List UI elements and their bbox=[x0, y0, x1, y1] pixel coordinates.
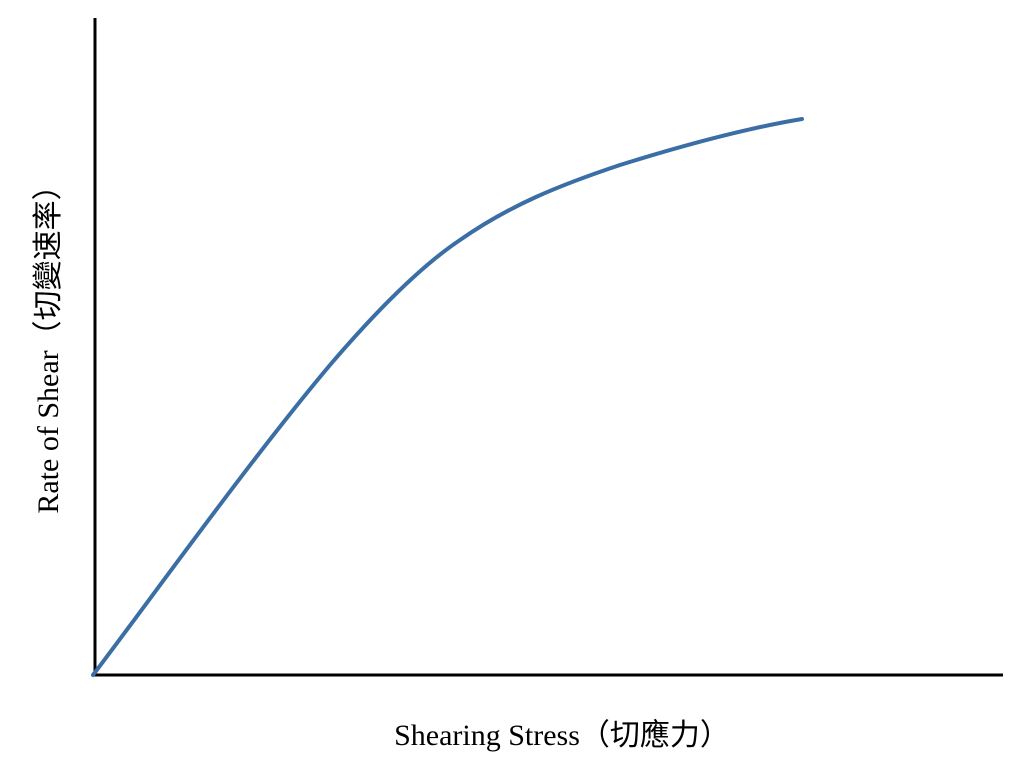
x-axis-label: Shearing Stress（切應力） bbox=[394, 719, 730, 752]
y-axis-label: Rate of Shear（切變速率） bbox=[32, 170, 65, 513]
curve bbox=[91, 117, 804, 677]
